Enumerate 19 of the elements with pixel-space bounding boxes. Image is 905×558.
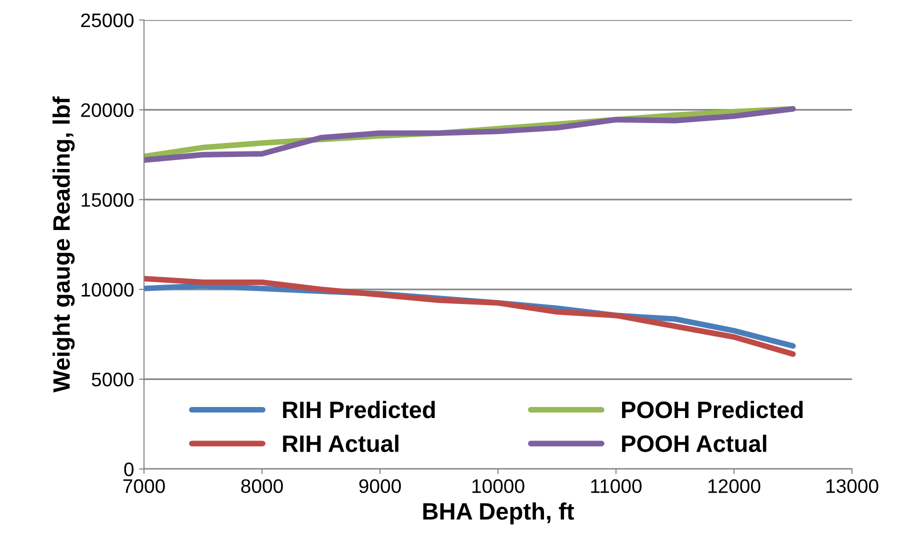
x-tick-label: 13000 (826, 479, 878, 494)
legend-label: POOH Predicted (622, 400, 803, 418)
x-axis-title: BHA Depth, ft (423, 502, 574, 524)
y-axis-title: Weight gauge Reading, lbf (52, 96, 75, 392)
y-tick-label: 10000 (82, 282, 134, 297)
x-tick-label: 10000 (472, 479, 524, 494)
x-tick-label: 8000 (241, 479, 283, 494)
x-tick-label: 7000 (123, 479, 165, 494)
x-tick-label: 11000 (591, 479, 642, 494)
legend-label: POOH Actual (622, 434, 766, 452)
legend-label: RIH Predicted (283, 400, 435, 418)
legend-label: RIH Actual (283, 434, 398, 452)
y-tick-label: 5000 (92, 372, 134, 386)
x-tick-label: 12000 (708, 479, 760, 494)
x-tick-label: 9000 (359, 479, 401, 494)
y-tick-label: 0 (124, 462, 134, 476)
y-tick-label: 25000 (81, 13, 134, 28)
y-tick-label: 15000 (82, 193, 134, 207)
y-tick-label: 20000 (81, 103, 134, 118)
